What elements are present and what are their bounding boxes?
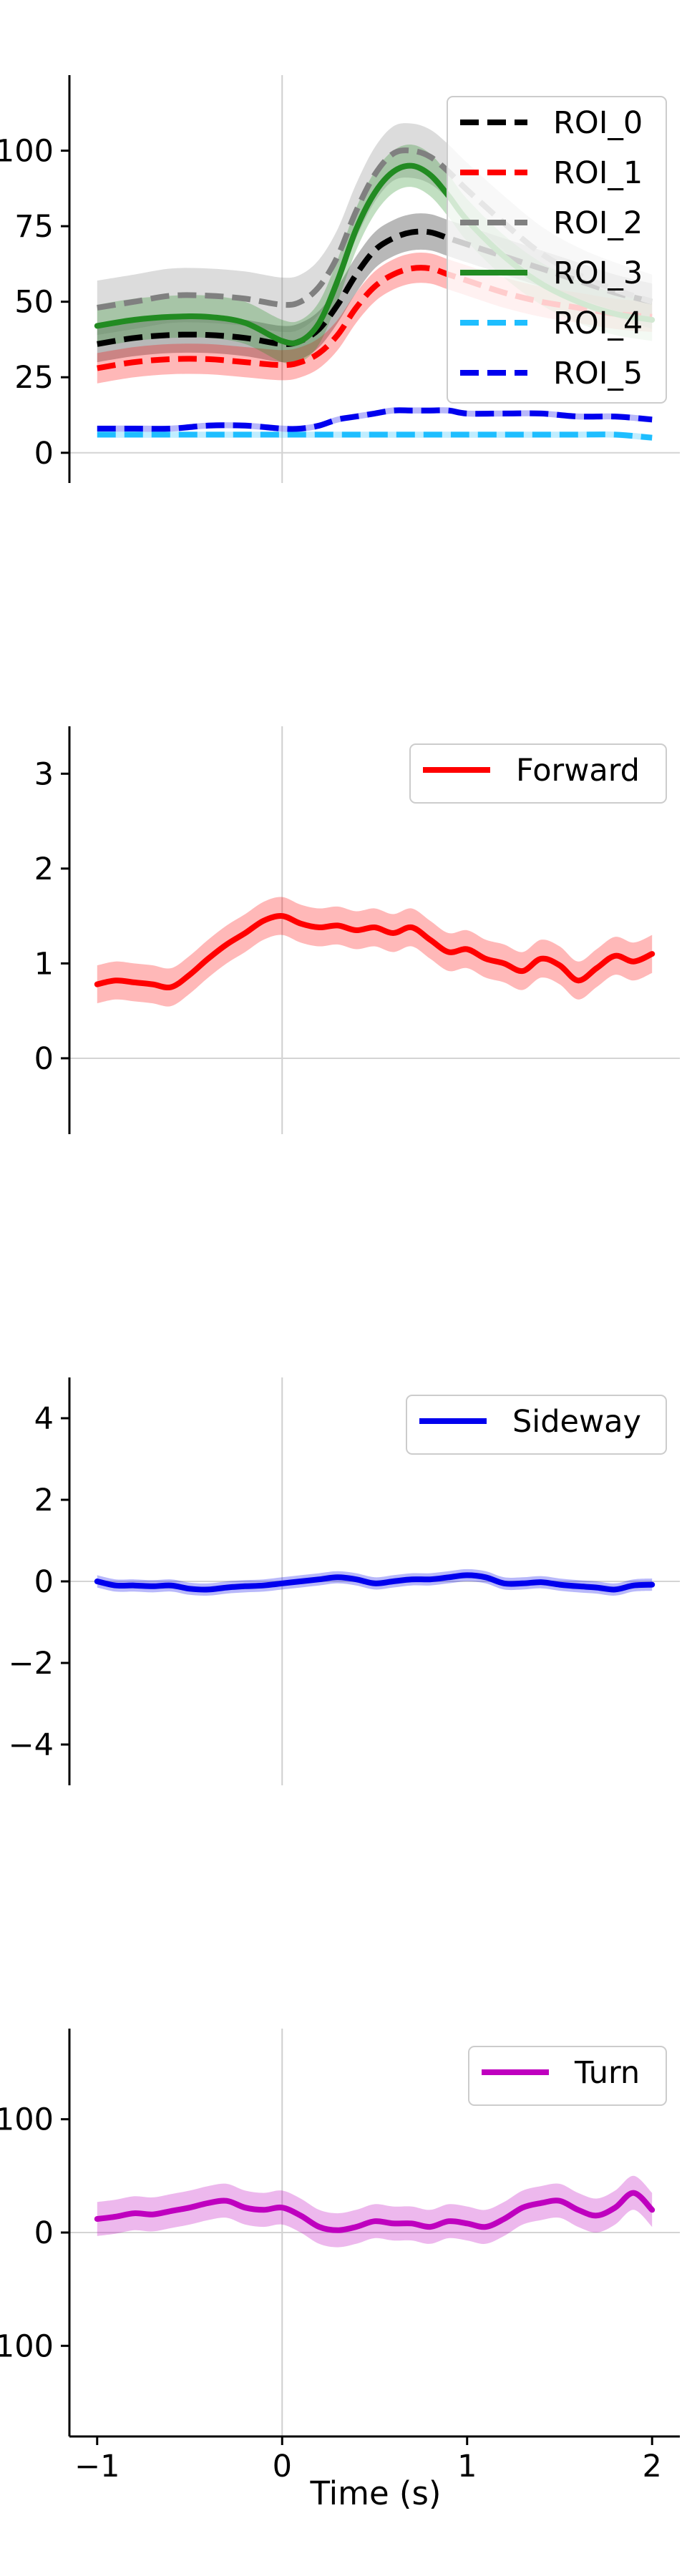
y-tick-label: 0 (34, 2215, 54, 2251)
series-line-sideway (94, 1572, 656, 1593)
x-tick-label: −1 (74, 2449, 120, 2484)
legend-box (406, 1395, 667, 1455)
y-tick-label: 100 (0, 2102, 54, 2138)
y-tick-label: 100 (0, 134, 54, 170)
legend-label-roi_3: ROI_3 (553, 255, 643, 291)
x-tick-label: 1 (457, 2449, 477, 2484)
y-tick-label: 0 (34, 1041, 54, 1077)
series-band-roi_2 (97, 123, 653, 336)
x-tick-label: 2 (643, 2449, 662, 2484)
y-tick-label: 1 (34, 946, 54, 982)
y-tick-label: 3 (34, 756, 54, 792)
y-tick-label: 50 (14, 285, 54, 321)
series-band-roi_3 (97, 144, 653, 365)
y-tick-label: 75 (14, 209, 54, 245)
legend-label-roi_4: ROI_4 (553, 306, 643, 341)
legend-label-roi_5: ROI_5 (553, 356, 643, 391)
series-band-forward (97, 897, 653, 1007)
x-axis-label: Time (s) (310, 2474, 442, 2512)
y-tick-label: −100 (0, 2328, 54, 2364)
y-tick-label: 2 (34, 852, 54, 887)
series-band-turn (97, 2175, 653, 2248)
x-tick-label: 0 (273, 2449, 292, 2484)
y-tick-label: 2 (34, 1483, 54, 1518)
roi-traces-panel: 0 25 50 75 100 ROI_0 ROI_1 ROI_2 ROI_3 ROI_4 ROI_5 (0, 75, 680, 483)
sideway-velocity-panel: −4 −2 0 2 4 Sideway (9, 1377, 680, 1785)
legend-label-roi_2: ROI_2 (553, 205, 643, 241)
series-line-roi_4 (97, 431, 653, 441)
y-tick-label: 4 (34, 1401, 54, 1437)
turn-velocity-panel: −100 0 100 Turn (0, 2029, 680, 2436)
y-tick-label: −4 (9, 1727, 54, 1763)
y-tick-label: −2 (9, 1646, 54, 1682)
shared-x-axis: −1 0 1 2 (69, 2435, 680, 2484)
legend-label-roi_1: ROI_1 (553, 155, 643, 191)
legend-label-roi_0: ROI_0 (553, 105, 643, 141)
legend-label-forward: Forward (516, 753, 640, 789)
legend-box (409, 743, 667, 804)
y-tick-label: 0 (34, 1564, 54, 1600)
forward-velocity-panel: 0 1 2 3 Forward (34, 726, 680, 1134)
legend-label-turn: Turn (574, 2055, 640, 2091)
y-tick-label: 0 (34, 436, 54, 472)
legend-label-sideway: Sideway (512, 1404, 641, 1440)
series-line-turn (94, 2190, 656, 2233)
series-line-forward (94, 913, 656, 991)
legend-box (468, 2046, 667, 2106)
y-tick-label: 25 (14, 360, 54, 396)
series-line-roi_5 (97, 407, 653, 432)
